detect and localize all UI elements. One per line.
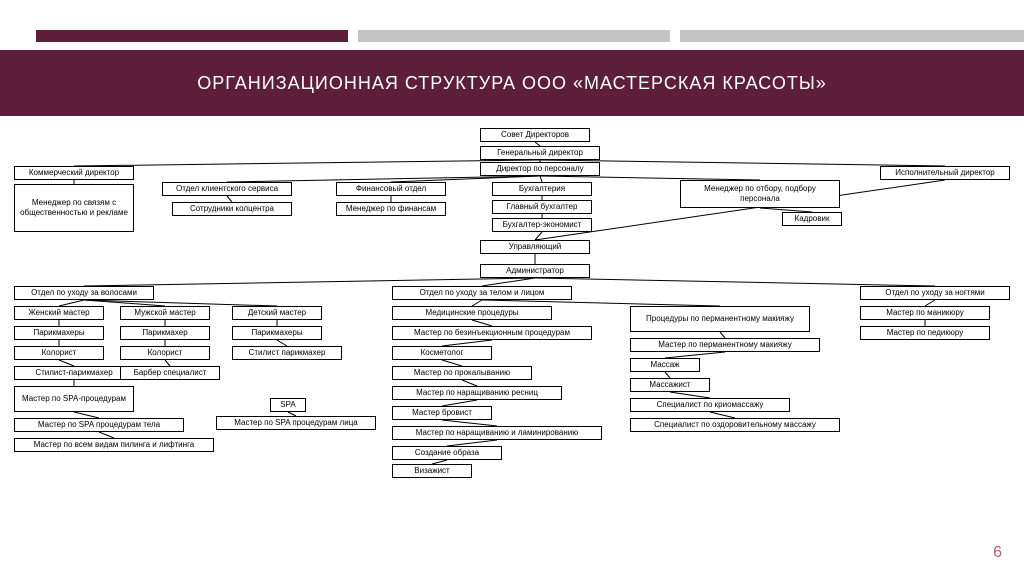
node-n37: Мастер по безинъекционным процедурам <box>392 326 592 340</box>
decor-bar-1 <box>36 30 348 42</box>
node-n24: Мастер по SPA процедурам тела <box>14 418 184 432</box>
node-n38: Косметолог <box>392 346 492 360</box>
node-n1: Совет Директоров <box>480 128 590 142</box>
node-n15: Исполнительный директор <box>880 166 1010 180</box>
node-n47: Массаж <box>630 358 700 372</box>
node-n14: Кадровик <box>782 212 842 226</box>
node-n48: Массажист <box>630 378 710 392</box>
node-n5: Менеджер по связям с общественностью и р… <box>14 184 134 232</box>
node-n22: Стилист-парикмахер <box>14 366 134 380</box>
node-n21: Колорист <box>14 346 104 360</box>
org-chart: Совет Директоров Генеральный директор Дире… <box>0 120 1024 574</box>
node-n13: Менеджер по отбору, подбору персонала <box>680 180 840 208</box>
node-n36: Медицинские процедуры <box>392 306 552 320</box>
node-n35: Отдел по уходу за телом и лицом <box>392 286 572 300</box>
node-n2: Генеральный директор <box>480 146 600 160</box>
node-n50: Специалист по оздоровительному массажу <box>630 418 840 432</box>
node-n28: Колорист <box>120 346 210 360</box>
node-n31: Парикмахеры <box>232 326 322 340</box>
node-n19: Женский мастер <box>14 306 104 320</box>
node-n39: Мастер по прокалыванию <box>392 366 532 380</box>
node-n25: Мастер по всем видам пилинга и лифтинга <box>14 438 214 452</box>
node-n30: Детский мастер <box>232 306 322 320</box>
decor-bar-3 <box>680 30 1024 42</box>
node-n45: Процедуры по перманентному макияжу <box>630 306 810 332</box>
node-n26: Мужской мастер <box>120 306 210 320</box>
node-n52: Мастер по маникюру <box>860 306 990 320</box>
node-n29: Барбер специалист <box>120 366 220 380</box>
node-n4: Коммерческий директор <box>14 166 134 180</box>
node-n33: SPA <box>270 398 306 412</box>
node-n18: Отдел по уходу за волосами <box>14 286 154 300</box>
page-number: 6 <box>993 544 1002 562</box>
node-n10: Бухгалтерия <box>492 182 592 196</box>
node-n20: Парикмахеры <box>14 326 104 340</box>
node-n51: Отдел по уходу за ногтями <box>860 286 1010 300</box>
node-n12: Бухгалтер-экономист <box>492 218 592 232</box>
node-n17: Администратор <box>480 264 590 278</box>
node-n6: Отдел клиентского сервиса <box>162 182 292 196</box>
node-n42: Мастер по наращиванию и ламинированию <box>392 426 602 440</box>
node-n41: Мастер бровист <box>392 406 492 420</box>
node-n16: Управляющий <box>480 240 590 254</box>
node-n23: Мастер по SPA-процедурам <box>14 386 134 412</box>
node-n46: Мастер по перманентному макияжу <box>630 338 820 352</box>
node-n7: Сотрудники колцентра <box>172 202 292 216</box>
node-n27: Парикмахер <box>120 326 210 340</box>
node-n34: Мастер по SPA процедурам лица <box>216 416 376 430</box>
node-n40: Мастер по наращиванию ресниц <box>392 386 562 400</box>
node-n43: Создание образа <box>392 446 502 460</box>
node-n8: Финансовый отдел <box>336 182 446 196</box>
node-n32: Стилист парикмахер <box>232 346 342 360</box>
page-title: ОРГАНИЗАЦИОННАЯ СТРУКТУРА ООО «МАСТЕРСКА… <box>197 73 827 94</box>
node-n3: Директор по персоналу <box>480 162 600 176</box>
node-n9: Менеджер по финансам <box>336 202 446 216</box>
node-n49: Специалист по криомассажу <box>630 398 790 412</box>
node-n44: Визажист <box>392 464 472 478</box>
decor-bar-2 <box>358 30 670 42</box>
header: ОРГАНИЗАЦИОННАЯ СТРУКТУРА ООО «МАСТЕРСКА… <box>0 50 1024 116</box>
node-n53: Мастер по педикюру <box>860 326 990 340</box>
node-n11: Главный бухгалтер <box>492 200 592 214</box>
